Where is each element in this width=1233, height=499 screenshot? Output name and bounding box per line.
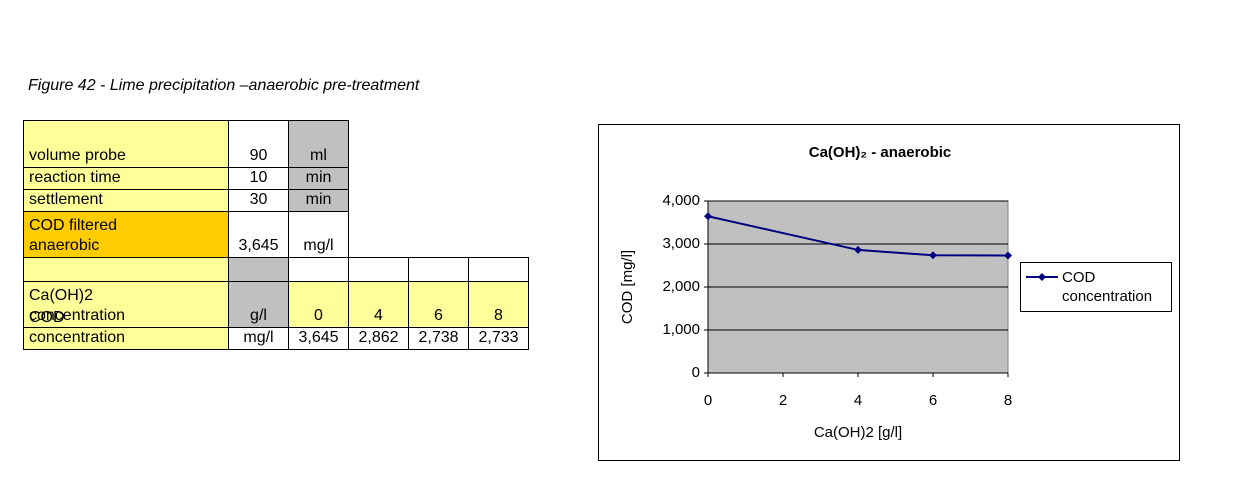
x-tick-label: 0 <box>704 392 712 409</box>
row-label: Ca(OH)2 concentration <box>29 287 126 324</box>
row-label: COD filtered anaerobic <box>29 217 118 254</box>
figure-caption: Figure 42 - Lime precipitation –anaerobi… <box>28 77 420 94</box>
x-tick-label: 6 <box>929 392 937 409</box>
x-tick-label: 4 <box>854 392 862 409</box>
table-cell: mg/l <box>288 211 349 258</box>
y-tick-label: 1,000 <box>662 321 700 338</box>
cell-value: 10 <box>249 169 268 186</box>
table-cell: min <box>288 189 349 212</box>
table-cell: volume probe <box>23 120 229 168</box>
cell-value: min <box>305 191 332 208</box>
y-tick-label: 4,000 <box>662 192 700 209</box>
table-cell: 4 <box>348 281 409 328</box>
table-cell: mg/l <box>228 327 289 350</box>
table-cell: 6 <box>408 281 469 328</box>
cell-value: min <box>305 169 332 186</box>
y-tick-label: 3,000 <box>662 235 700 252</box>
series-line <box>707 215 1009 257</box>
table-cell: 3,645 <box>228 211 289 258</box>
cell-value: g/l <box>250 307 267 324</box>
cell-value: 0 <box>314 307 323 324</box>
table-cell: 8 <box>468 281 529 328</box>
row-label: settlement <box>29 191 103 208</box>
table-cell: 2,733 <box>468 327 529 350</box>
cell-value: 8 <box>494 307 503 324</box>
x-tick-label: 2 <box>779 392 787 409</box>
cell-value: ml <box>310 147 327 164</box>
data-point <box>704 212 712 221</box>
cell-value: mg/l <box>243 329 274 346</box>
table-cell: settlement <box>23 189 229 212</box>
table-cell: COD concentration <box>23 309 229 350</box>
row-label: COD concentration <box>29 309 126 346</box>
row-label: volume probe <box>29 147 126 164</box>
cell-value: 3,645 <box>298 329 339 346</box>
legend-box <box>1020 262 1172 312</box>
cell-value: 3,645 <box>238 237 279 254</box>
row-label: reaction time <box>29 169 121 186</box>
cell-value: mg/l <box>303 237 334 254</box>
y-tick-label: 0 <box>692 364 700 381</box>
data-point <box>854 245 862 254</box>
x-axis-label: Ca(OH)2 [g/l] <box>814 424 902 441</box>
legend-label: COD concentration <box>1062 269 1153 305</box>
table-cell: ml <box>288 120 349 168</box>
chart-title: Ca(OH)₂ - anaerobic <box>809 144 952 161</box>
x-tick-label: 8 <box>1004 392 1012 409</box>
legend-marker <box>1038 273 1046 281</box>
table-cell: 2,738 <box>408 327 469 350</box>
cell-value: 4 <box>374 307 383 324</box>
cell-value: 90 <box>249 147 268 164</box>
y-axis-label: COD [mg/l] <box>619 250 636 324</box>
data-point <box>1004 251 1012 260</box>
data-point <box>929 251 937 260</box>
cell-value: 2,862 <box>358 329 399 346</box>
table-cell: 90 <box>228 120 289 168</box>
table-cell <box>468 257 529 282</box>
table-cell: 3,645 <box>288 327 349 350</box>
cell-value: 2,733 <box>478 329 519 346</box>
cell-value: 2,738 <box>418 329 459 346</box>
cell-value: 6 <box>434 307 443 324</box>
table-cell: Ca(OH)2 concentration <box>23 281 229 328</box>
table-cell: COD filtered anaerobic <box>23 211 229 258</box>
table-cell: 10 <box>228 167 289 190</box>
y-tick-label: 2,000 <box>662 278 700 295</box>
cell-value: 30 <box>249 191 268 208</box>
